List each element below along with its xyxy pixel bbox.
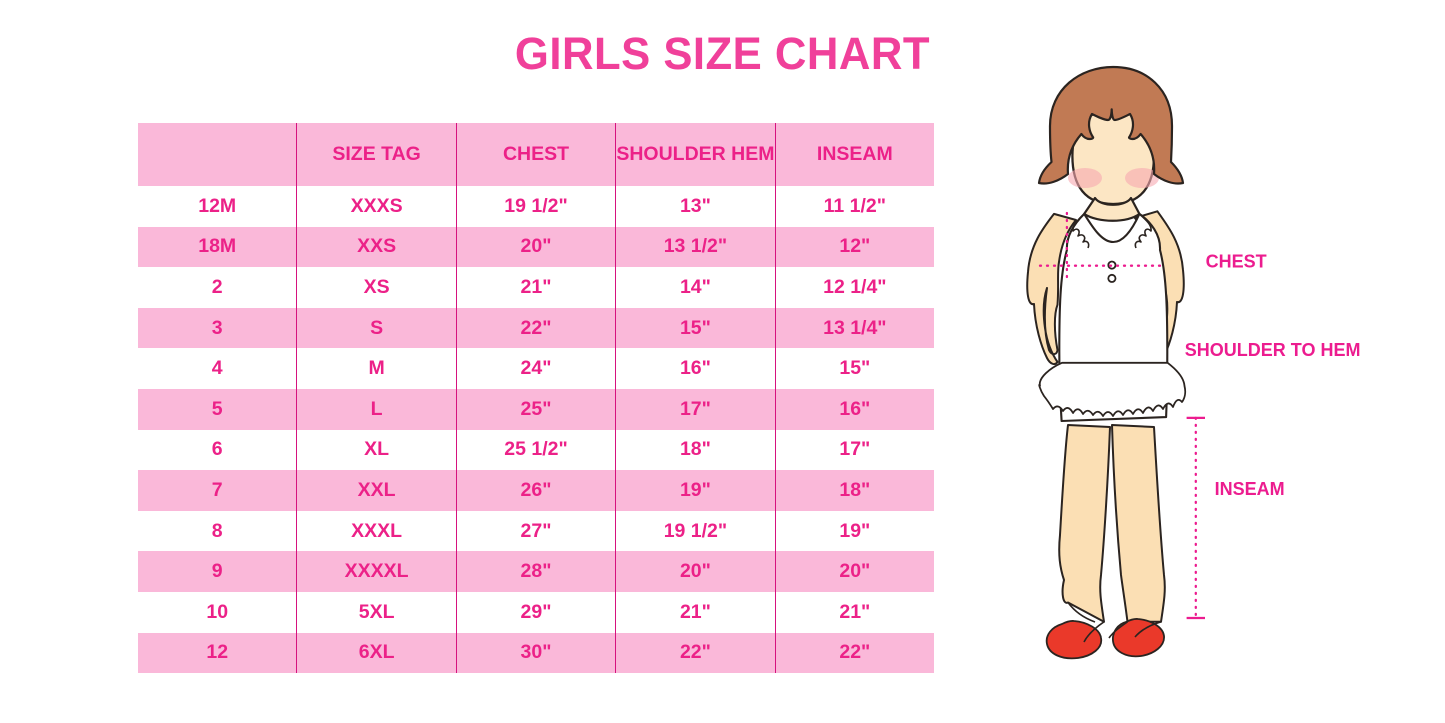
svg-text:CHEST: CHEST [1206, 252, 1267, 272]
svg-text:SHOULDER TO HEM: SHOULDER TO HEM [1185, 340, 1361, 360]
svg-text:INSEAM: INSEAM [1215, 479, 1285, 499]
